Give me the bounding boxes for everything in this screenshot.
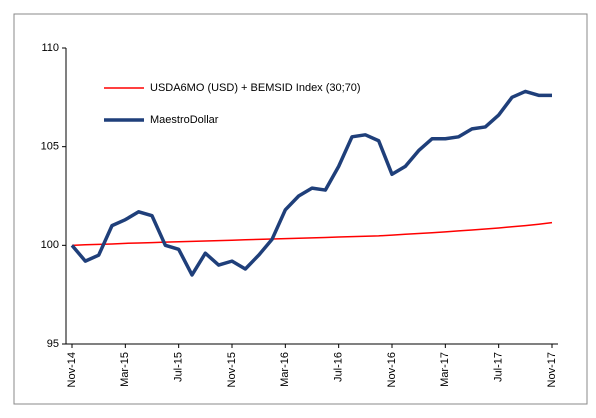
series-line — [70, 89, 552, 277]
legend-label: USDA6MO (USD) + BEMSID Index (30;70) — [150, 82, 361, 94]
x-tick-label: Nov-14 — [66, 352, 78, 387]
x-tick-label: Mar-16 — [279, 352, 291, 387]
x-tick-label: Jul-16 — [333, 352, 345, 382]
x-tick-label: Nov-16 — [386, 352, 398, 387]
x-tick-label: Mar-15 — [119, 352, 131, 387]
y-tick-label: 110 — [41, 42, 59, 54]
x-tick-label: Jul-17 — [493, 352, 505, 382]
y-tick-label: 95 — [47, 338, 59, 350]
series-line — [71, 221, 553, 247]
x-tick-label: Jul-15 — [173, 352, 185, 382]
x-tick-label: Mar-17 — [439, 352, 451, 387]
chart-frame — [13, 13, 588, 405]
y-tick-label: 105 — [41, 141, 59, 153]
y-tick-label: 100 — [41, 239, 59, 251]
x-tick-label: Nov-15 — [226, 352, 238, 387]
legend-label: MaestroDollar — [150, 114, 219, 126]
x-tick-label: Nov-17 — [546, 352, 558, 387]
